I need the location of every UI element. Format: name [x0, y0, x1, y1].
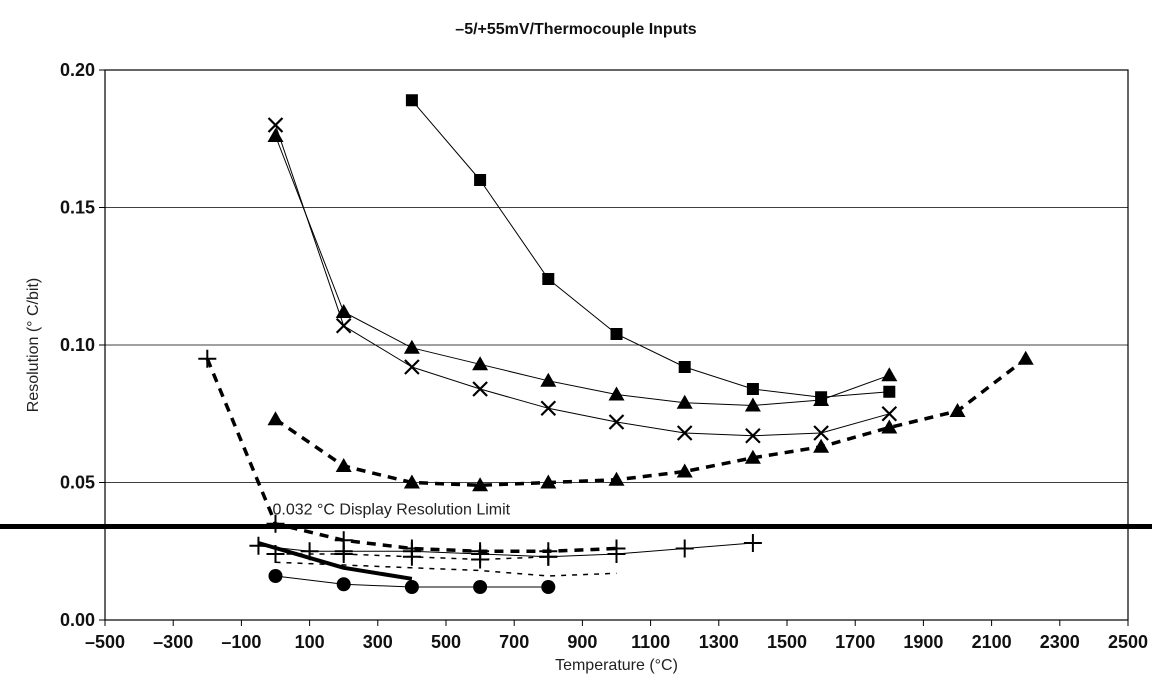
series: [267, 117, 898, 444]
data-point: [813, 438, 830, 453]
data-point: [541, 580, 556, 594]
data-point: [540, 372, 557, 387]
data-point: [472, 356, 489, 371]
series-line: [275, 135, 890, 406]
resolution-limit-label: 0.032 °C Display Resolution Limit: [273, 502, 511, 519]
data-point: [676, 463, 693, 478]
data-point: [610, 328, 623, 340]
x-tick-label: 1100: [631, 632, 670, 652]
data-point: [334, 545, 353, 563]
data-point: [813, 425, 829, 441]
data-point: [744, 397, 761, 412]
data-point: [268, 569, 283, 583]
data-point: [403, 339, 420, 354]
data-point: [198, 349, 217, 368]
x-axis-ticks: –500 –300 –100 100 300 500 700 900 1100 1300 1500 1…: [85, 620, 1148, 652]
series-line: [257, 541, 413, 581]
data-point: [471, 550, 490, 569]
data-point: [608, 471, 625, 486]
data-point: [540, 400, 557, 417]
x-tick-label: 700: [499, 632, 529, 652]
x-tick-label: 1500: [767, 632, 807, 652]
series: [268, 569, 556, 594]
data-point: [267, 128, 284, 142]
series-line: [411, 99, 890, 398]
series-line: [205, 358, 617, 554]
series: [405, 94, 896, 404]
series-line: [274, 357, 1027, 488]
y-tick-label: 0.20: [60, 60, 95, 80]
x-tick-label: 2300: [1040, 632, 1080, 652]
data-point: [403, 474, 420, 489]
x-axis-label: Temperature (°C): [555, 657, 678, 674]
x-tick-label: 1300: [699, 632, 739, 652]
data-point: [335, 317, 352, 334]
data-point: [542, 273, 555, 285]
data-point: [404, 359, 420, 375]
data-point: [678, 361, 691, 373]
x-tick-label: 900: [567, 632, 597, 652]
data-point: [1017, 350, 1034, 365]
data-point: [266, 514, 285, 533]
series-line: [275, 124, 890, 437]
data-point: [539, 547, 558, 566]
data-point: [267, 411, 284, 426]
data-point: [405, 94, 418, 107]
chart-title: –5/+55mV/Thermocouple Inputs: [455, 21, 697, 38]
data-point: [335, 304, 352, 318]
data-point: [540, 474, 557, 489]
x-tick-label: 300: [363, 632, 393, 652]
data-point: [404, 580, 419, 594]
x-tick-label: –300: [153, 632, 193, 652]
data-point: [472, 381, 488, 397]
x-tick-label: 1900: [903, 632, 943, 652]
data-point: [881, 419, 898, 434]
data-point: [949, 403, 966, 417]
data-point: [881, 405, 898, 422]
data-point: [746, 383, 759, 395]
x-tick-label: 1700: [835, 632, 875, 652]
data-point: [402, 547, 421, 566]
y-axis-ticks: 0.00 0.05 0.10 0.15 0.20: [60, 60, 105, 630]
data-point: [608, 386, 625, 401]
data-point: [335, 458, 352, 472]
x-tick-label: –100: [221, 632, 261, 652]
series: [266, 545, 558, 569]
data-point: [813, 392, 830, 406]
data-point: [744, 449, 761, 464]
series: [267, 350, 1034, 492]
data-point: [675, 539, 694, 558]
data-point: [607, 545, 626, 563]
y-tick-label: 0.05: [60, 473, 95, 493]
x-tick-label: 100: [295, 632, 325, 652]
data-point: [608, 414, 625, 430]
y-tick-label: 0.00: [60, 610, 95, 630]
data-point: [336, 577, 351, 592]
series-group: [198, 94, 1034, 594]
data-point: [745, 427, 761, 444]
data-point: [267, 117, 284, 133]
data-point: [473, 580, 488, 594]
data-point: [676, 425, 693, 441]
y-tick-label: 0.15: [60, 198, 95, 218]
data-point: [472, 477, 489, 492]
data-point: [881, 367, 898, 382]
data-point: [474, 174, 487, 186]
series: [257, 541, 413, 581]
x-tick-label: 2100: [972, 632, 1012, 652]
data-point: [883, 385, 896, 398]
series: [267, 128, 898, 412]
data-point: [743, 534, 762, 552]
data-point: [676, 394, 693, 409]
x-tick-label: –500: [85, 632, 125, 652]
x-tick-label: 500: [431, 632, 461, 652]
y-axis-label: Resolution (° C/bit): [25, 278, 42, 412]
y-tick-label: 0.10: [60, 335, 95, 355]
x-tick-label: 2500: [1108, 632, 1148, 652]
